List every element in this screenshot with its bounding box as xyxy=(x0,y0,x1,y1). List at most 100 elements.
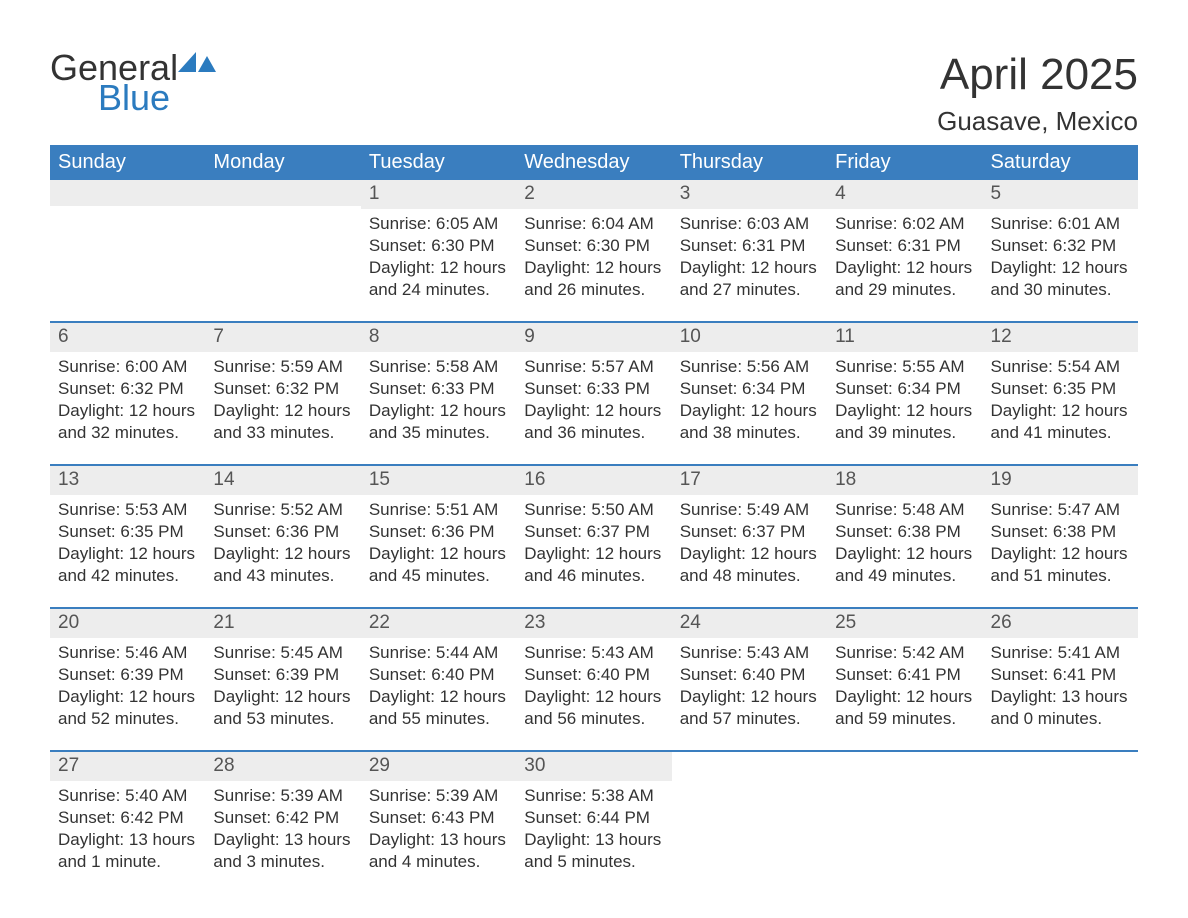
day-number: 27 xyxy=(50,752,205,781)
sunrise-line: Sunrise: 5:55 AM xyxy=(835,356,974,378)
day-cell: 10Sunrise: 5:56 AMSunset: 6:34 PMDayligh… xyxy=(672,323,827,464)
day-number: 5 xyxy=(983,180,1138,209)
sunset-line: Sunset: 6:44 PM xyxy=(524,807,663,829)
day-cell: 28Sunrise: 5:39 AMSunset: 6:42 PMDayligh… xyxy=(205,752,360,893)
sunrise-line: Sunrise: 6:03 AM xyxy=(680,213,819,235)
week-row: 20Sunrise: 5:46 AMSunset: 6:39 PMDayligh… xyxy=(50,607,1138,750)
day-cell: 25Sunrise: 5:42 AMSunset: 6:41 PMDayligh… xyxy=(827,609,982,750)
logo-flag-icon xyxy=(178,52,218,85)
sunset-line: Sunset: 6:36 PM xyxy=(369,521,508,543)
sunrise-line: Sunrise: 5:40 AM xyxy=(58,785,197,807)
sunrise-line: Sunrise: 5:48 AM xyxy=(835,499,974,521)
sunrise-line: Sunrise: 5:39 AM xyxy=(213,785,352,807)
sunset-line: Sunset: 6:36 PM xyxy=(213,521,352,543)
day-cell: 1 Sunrise: 6:05 AMSunset: 6:30 PMDaylight… xyxy=(361,180,516,321)
day-cell: 4Sunrise: 6:02 AMSunset: 6:31 PMDaylight… xyxy=(827,180,982,321)
daylight-line: Daylight: 12 hours and 41 minutes. xyxy=(991,400,1130,444)
daylight-line: Daylight: 12 hours and 49 minutes. xyxy=(835,543,974,587)
empty-day-bar xyxy=(205,180,360,206)
day-cell: 3 Sunrise: 6:03 AMSunset: 6:31 PMDaylight… xyxy=(672,180,827,321)
week-row: 13Sunrise: 5:53 AMSunset: 6:35 PMDayligh… xyxy=(50,464,1138,607)
day-cell: 18Sunrise: 5:48 AMSunset: 6:38 PMDayligh… xyxy=(827,466,982,607)
daylight-line: Daylight: 13 hours and 0 minutes. xyxy=(991,686,1130,730)
sunrise-line: Sunrise: 6:05 AM xyxy=(369,213,508,235)
daylight-line: Daylight: 12 hours and 46 minutes. xyxy=(524,543,663,587)
sunset-line: Sunset: 6:30 PM xyxy=(369,235,508,257)
sunset-line: Sunset: 6:32 PM xyxy=(991,235,1130,257)
day-cell xyxy=(983,752,1138,893)
sunrise-line: Sunrise: 5:47 AM xyxy=(991,499,1130,521)
month-title: April 2025 xyxy=(937,50,1138,100)
weeks-container: 1Sunrise: 6:05 AMSunset: 6:30 PMDaylight… xyxy=(50,180,1138,893)
day-cell: 17Sunrise: 5:49 AMSunset: 6:37 PMDayligh… xyxy=(672,466,827,607)
day-number: 19 xyxy=(983,466,1138,495)
week-row: 6Sunrise: 6:00 AMSunset: 6:32 PMDaylight… xyxy=(50,321,1138,464)
sunset-line: Sunset: 6:30 PM xyxy=(524,235,663,257)
sunset-line: Sunset: 6:33 PM xyxy=(524,378,663,400)
day-number: 6 xyxy=(50,323,205,352)
day-header-tuesday: Tuesday xyxy=(361,145,516,180)
logo-text-block: General Blue xyxy=(50,50,218,116)
sunrise-line: Sunrise: 5:54 AM xyxy=(991,356,1130,378)
sunset-line: Sunset: 6:34 PM xyxy=(680,378,819,400)
sunset-line: Sunset: 6:37 PM xyxy=(680,521,819,543)
day-cell: 23Sunrise: 5:43 AMSunset: 6:40 PMDayligh… xyxy=(516,609,671,750)
sunset-line: Sunset: 6:39 PM xyxy=(213,664,352,686)
location: Guasave, Mexico xyxy=(937,106,1138,137)
sunrise-line: Sunrise: 5:46 AM xyxy=(58,642,197,664)
sunset-line: Sunset: 6:32 PM xyxy=(213,378,352,400)
day-cell xyxy=(50,180,205,321)
day-number: 20 xyxy=(50,609,205,638)
sunrise-line: Sunrise: 5:42 AM xyxy=(835,642,974,664)
week-row: 27Sunrise: 5:40 AMSunset: 6:42 PMDayligh… xyxy=(50,750,1138,893)
sunset-line: Sunset: 6:32 PM xyxy=(58,378,197,400)
day-number: 28 xyxy=(205,752,360,781)
day-cell: 5Sunrise: 6:01 AMSunset: 6:32 PMDaylight… xyxy=(983,180,1138,321)
daylight-line: Daylight: 12 hours and 38 minutes. xyxy=(680,400,819,444)
day-cell: 16Sunrise: 5:50 AMSunset: 6:37 PMDayligh… xyxy=(516,466,671,607)
day-cell: 19Sunrise: 5:47 AMSunset: 6:38 PMDayligh… xyxy=(983,466,1138,607)
daylight-line: Daylight: 12 hours and 42 minutes. xyxy=(58,543,197,587)
day-header-saturday: Saturday xyxy=(983,145,1138,180)
day-cell: 26Sunrise: 5:41 AMSunset: 6:41 PMDayligh… xyxy=(983,609,1138,750)
week-row: 1Sunrise: 6:05 AMSunset: 6:30 PMDaylight… xyxy=(50,180,1138,321)
sunset-line: Sunset: 6:31 PM xyxy=(680,235,819,257)
sunrise-line: Sunrise: 5:41 AM xyxy=(991,642,1130,664)
day-number: 4 xyxy=(827,180,982,209)
day-cell: 15Sunrise: 5:51 AMSunset: 6:36 PMDayligh… xyxy=(361,466,516,607)
day-number: 12 xyxy=(983,323,1138,352)
day-number: 14 xyxy=(205,466,360,495)
sunrise-line: Sunrise: 5:50 AM xyxy=(524,499,663,521)
day-number: 9 xyxy=(516,323,671,352)
sunrise-line: Sunrise: 6:04 AM xyxy=(524,213,663,235)
day-cell: 11Sunrise: 5:55 AMSunset: 6:34 PMDayligh… xyxy=(827,323,982,464)
daylight-line: Daylight: 12 hours and 43 minutes. xyxy=(213,543,352,587)
sunrise-line: Sunrise: 5:59 AM xyxy=(213,356,352,378)
day-number: 23 xyxy=(516,609,671,638)
day-cell: 22Sunrise: 5:44 AMSunset: 6:40 PMDayligh… xyxy=(361,609,516,750)
day-number: 1 xyxy=(361,180,516,209)
sunset-line: Sunset: 6:41 PM xyxy=(991,664,1130,686)
daylight-line: Daylight: 12 hours and 51 minutes. xyxy=(991,543,1130,587)
daylight-line: Daylight: 12 hours and 27 minutes. xyxy=(680,257,819,301)
day-header-wednesday: Wednesday xyxy=(516,145,671,180)
sunset-line: Sunset: 6:35 PM xyxy=(58,521,197,543)
daylight-line: Daylight: 12 hours and 36 minutes. xyxy=(524,400,663,444)
title-block: April 2025 Guasave, Mexico xyxy=(937,50,1138,137)
daylight-line: Daylight: 13 hours and 5 minutes. xyxy=(524,829,663,873)
daylight-line: Daylight: 12 hours and 33 minutes. xyxy=(213,400,352,444)
sunset-line: Sunset: 6:43 PM xyxy=(369,807,508,829)
sunset-line: Sunset: 6:31 PM xyxy=(835,235,974,257)
day-number: 15 xyxy=(361,466,516,495)
day-cell: 2Sunrise: 6:04 AMSunset: 6:30 PMDaylight… xyxy=(516,180,671,321)
sunset-line: Sunset: 6:41 PM xyxy=(835,664,974,686)
day-number: 21 xyxy=(205,609,360,638)
daylight-line: Daylight: 12 hours and 24 minutes. xyxy=(369,257,508,301)
day-number: 3 xyxy=(672,180,827,209)
sunrise-line: Sunrise: 5:53 AM xyxy=(58,499,197,521)
sunrise-line: Sunrise: 6:00 AM xyxy=(58,356,197,378)
sunrise-line: Sunrise: 5:52 AM xyxy=(213,499,352,521)
calendar: Sunday Monday Tuesday Wednesday Thursday… xyxy=(50,145,1138,893)
daylight-line: Daylight: 12 hours and 53 minutes. xyxy=(213,686,352,730)
daylight-line: Daylight: 12 hours and 26 minutes. xyxy=(524,257,663,301)
